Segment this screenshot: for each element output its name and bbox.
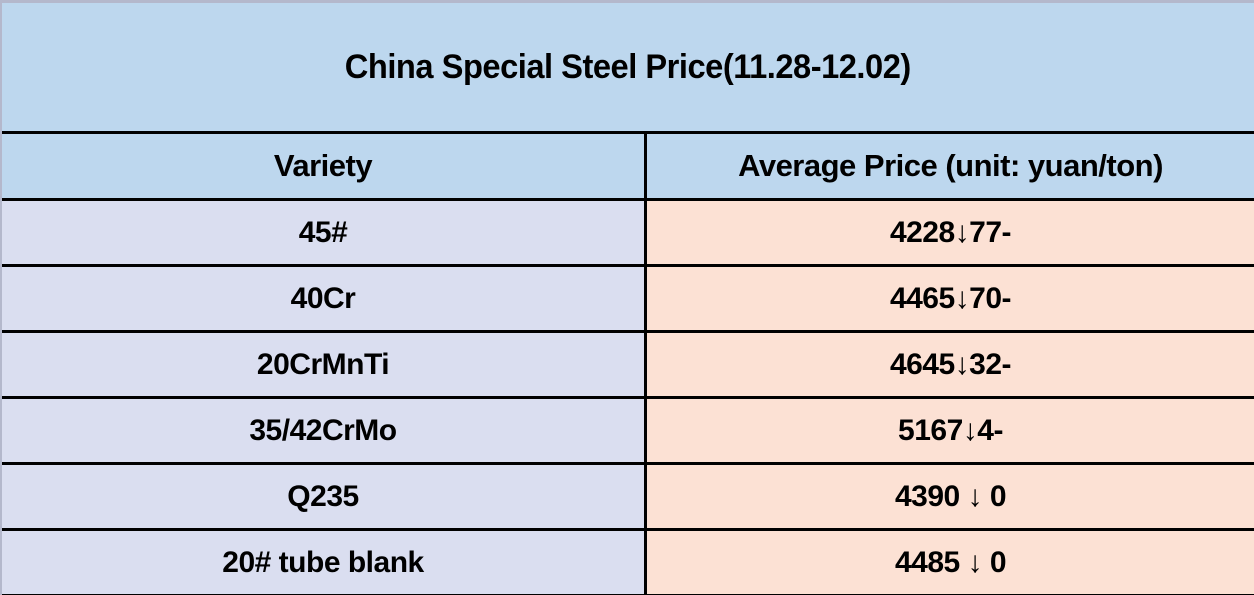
variety-cell: 20CrMnTi: [2, 333, 647, 399]
variety-cell: 20# tube blank: [2, 531, 647, 595]
table-title-row: China Special Steel Price(11.28-12.02): [2, 3, 1254, 134]
table-row: 45# 4228↓77-: [2, 201, 1254, 267]
price-cell: 5167↓4-: [647, 399, 1254, 465]
table-row: Q235 4390 ↓ 0: [2, 465, 1254, 531]
table-row: 20# tube blank 4485 ↓ 0: [2, 531, 1254, 595]
price-cell: 4485 ↓ 0: [647, 531, 1254, 595]
price-cell: 4390 ↓ 0: [647, 465, 1254, 531]
column-header-average-price: Average Price (unit: yuan/ton): [647, 134, 1254, 201]
variety-cell: 45#: [2, 201, 647, 267]
table-row: 20CrMnTi 4645↓32-: [2, 333, 1254, 399]
table-header-row: Variety Average Price (unit: yuan/ton): [2, 134, 1254, 201]
table-row: 35/42CrMo 5167↓4-: [2, 399, 1254, 465]
price-cell: 4645↓32-: [647, 333, 1254, 399]
table-row: 40Cr 4465↓70-: [2, 267, 1254, 333]
variety-cell: 35/42CrMo: [2, 399, 647, 465]
column-header-variety: Variety: [2, 134, 647, 201]
variety-cell: Q235: [2, 465, 647, 531]
table-title: China Special Steel Price(11.28-12.02): [345, 47, 911, 86]
price-cell: 4228↓77-: [647, 201, 1254, 267]
variety-cell: 40Cr: [2, 267, 647, 333]
price-cell: 4465↓70-: [647, 267, 1254, 333]
